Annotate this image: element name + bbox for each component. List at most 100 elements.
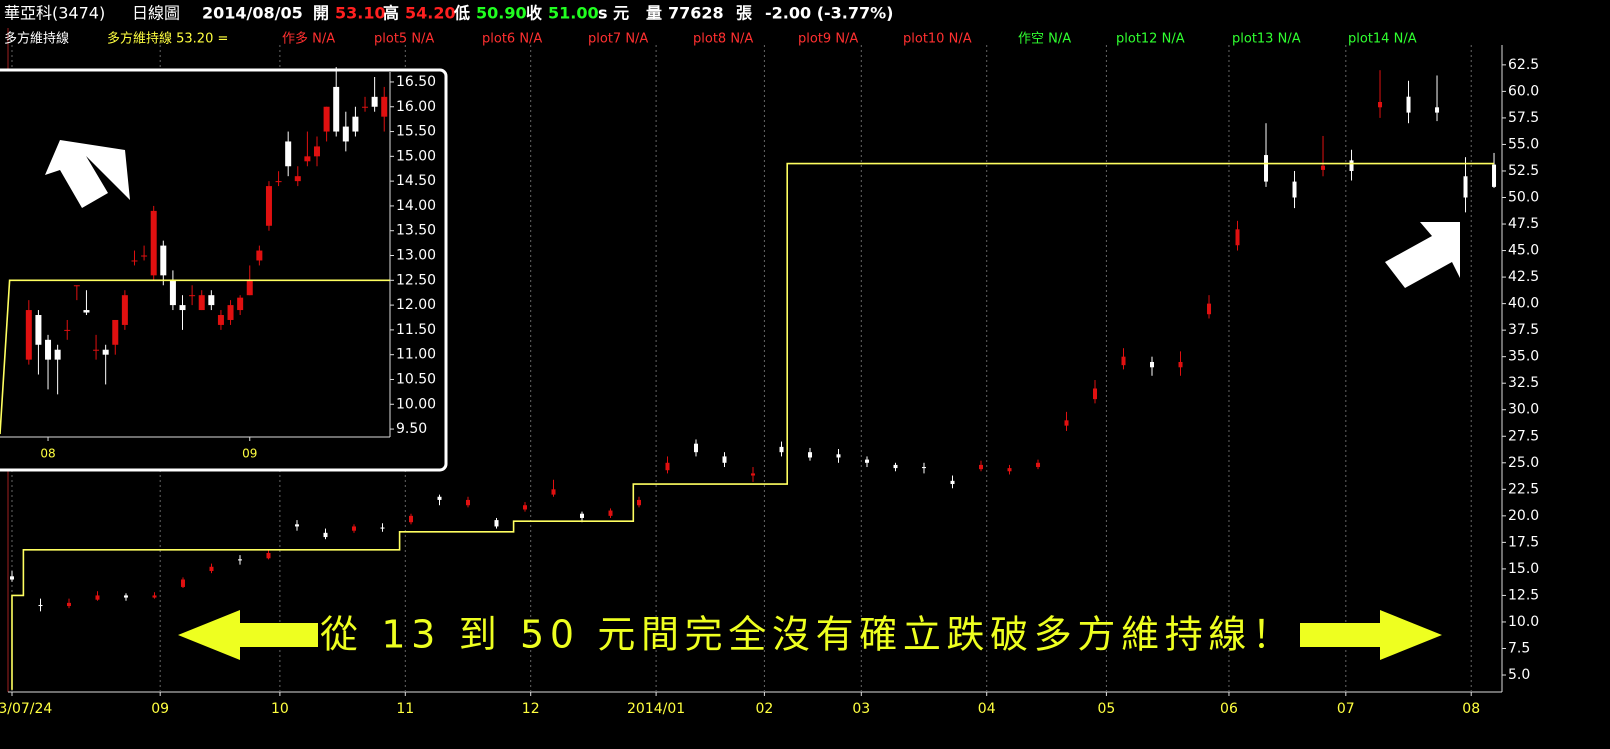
candle-body [131,260,138,262]
candle-body [352,116,359,132]
y-tick-label: 5.0 [1508,667,1530,683]
candle-body [66,602,71,607]
y-tick-label: 15.0 [1508,561,1539,577]
y-tick-label: 16.50 [396,74,436,90]
y-tick-label: 55.0 [1508,136,1539,152]
x-tick-label: 2013/07/24 [0,701,52,717]
y-tick-label: 14.50 [396,173,436,189]
close-label: 收 [526,4,542,23]
candle-body [112,319,119,345]
candle-body [1378,101,1383,108]
candle-body [1150,361,1155,368]
candle-body [237,297,244,311]
indicator-label: plot6 N/A [482,32,542,47]
open-label: 開 [313,4,329,23]
candle-body [1235,229,1240,246]
y-tick-label: 45.0 [1508,243,1539,259]
candle-body [362,106,369,108]
candle-body [523,505,528,510]
open-value: 53.10 [335,4,386,23]
annotation: 從 13 到 50 元間完全沒有確立跌破多方維持線！ [320,613,1290,657]
candle-body [304,156,311,162]
date: 2014/08/05 [202,4,303,23]
candle-body [313,146,320,157]
y-tick-label: 37.5 [1508,322,1539,338]
indicator-label: plot9 N/A [798,32,858,47]
candle-body [323,106,330,132]
candle-body [150,210,157,276]
header-bar [0,0,1610,28]
y-tick-label: 12.00 [396,297,436,313]
candle-body [380,527,385,529]
candle-body [141,255,148,257]
x-tick-label: 2014/01 [627,701,685,717]
y-tick-label: 16.00 [396,99,436,115]
candle-body [9,576,14,580]
y-tick-label: 11.50 [396,322,436,338]
y-tick-label: 32.5 [1508,375,1539,391]
indicator-label: plot5 N/A [374,32,434,47]
candle-body [217,315,224,325]
period: 日線圖 [132,4,180,23]
annotations [178,222,1460,660]
candle-body [1406,96,1411,113]
candle-body [45,339,52,360]
candle-body [73,285,80,287]
candle-body [408,515,413,523]
x-tick-label: 08 [1462,701,1480,717]
candle-body [64,329,71,331]
candle-body [465,499,470,506]
candle-body [180,579,185,587]
candle-body [694,443,699,453]
candle-body [1007,468,1012,472]
candle-body [1321,165,1326,170]
y-tick-label: 47.5 [1508,216,1539,232]
candle-body [551,489,556,495]
candle-body [35,315,42,345]
candle-body [189,295,196,297]
candle-body [95,595,100,600]
symbol: 華亞科(3474) [4,4,105,23]
x-tick-label: 04 [978,701,996,717]
y-tick-label: 52.5 [1508,163,1539,179]
candle-body [950,480,955,485]
candle-body [294,176,301,182]
y-tick-label: 27.5 [1508,428,1539,444]
x-tick-label: 08 [40,447,55,461]
y-tick-label: 12.5 [1508,587,1539,603]
candle-body [865,459,870,463]
candle-body [979,464,984,470]
y-tick-label: 14.00 [396,198,436,214]
candle-body [160,245,167,276]
candle-body [1435,107,1440,113]
high-value: 54.20 [405,4,456,23]
candle-body [580,513,585,518]
candle-body [121,295,128,325]
indicator-label: 作空 N/A [1018,32,1071,47]
volume-label: 量 [646,4,662,23]
y-tick-label: 60.0 [1508,83,1539,99]
inset-panel: 9.50 10.00 10.50 11.00 11.50 12.00 12.50 13.00 1… [0,67,448,472]
candle-body [179,305,186,311]
candle-body [722,456,727,463]
indicator-label: 多方維持線 53.20 = [107,31,228,47]
y-tick-label: 7.5 [1508,640,1530,656]
y-tick-label: 13.00 [396,248,436,264]
main-panel: 5.0 7.5 10.0 12.5 15.0 17.5 20.0 22.5 25.0 27.5 30… [0,28,1539,717]
inset-frame [0,68,448,472]
right-arrow [1300,610,1442,660]
change: -2.00 (-3.77%) [765,4,893,23]
indicator-label: plot14 N/A [1348,32,1417,47]
x-tick-label: 06 [1220,701,1238,717]
x-tick-label: 10 [271,701,289,717]
indicator-label: plot10 N/A [903,32,972,47]
y-tick-label: 9.50 [396,421,427,437]
candle-body [381,96,388,117]
candle-body [665,462,670,471]
support-line [11,162,1495,690]
candle-body [1093,388,1098,400]
candle-body [342,126,349,142]
indicator-label: 多方維持線 [4,31,69,47]
y-tick-label: 15.00 [396,148,436,164]
y-tick-label: 12.50 [396,272,436,288]
